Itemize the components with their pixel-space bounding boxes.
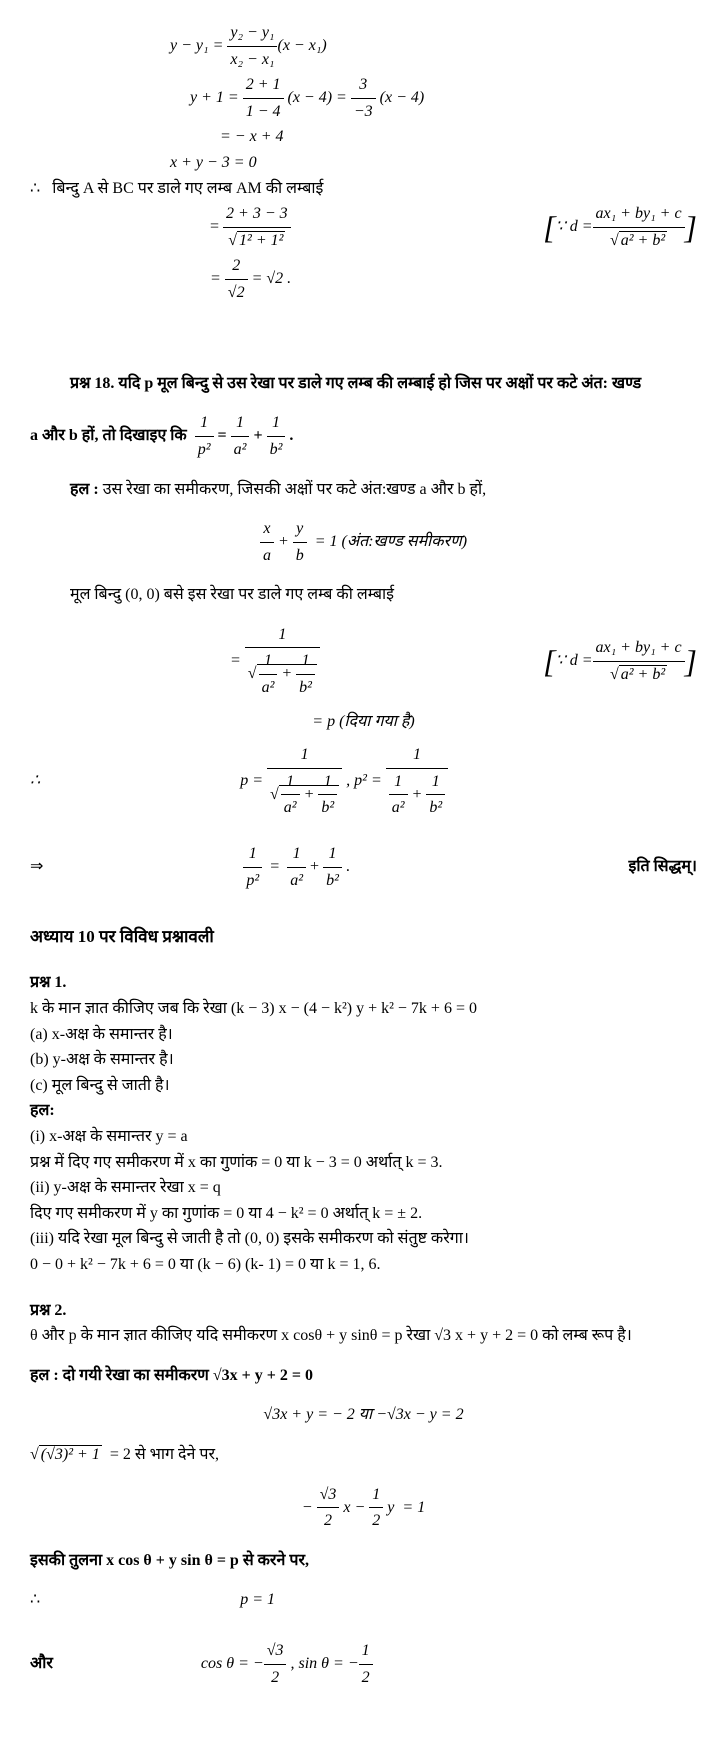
eq-substitute: y + 1 = 2 + 11 − 4 (x − 4) = 3−3 (x − 4) — [30, 72, 697, 124]
q18-p-eq: p = 1√1a² + 1b² , p² = 11a² + 1b² — [30, 742, 697, 821]
q2-label: प्रश्न 2. — [30, 1298, 697, 1324]
q2-sol: हल : दो गयी रेखा का समीकरण √3x + y + 2 =… — [30, 1363, 697, 1389]
q18-given-p: = p (दिया गया है) — [30, 709, 697, 735]
q18-final: 1p² = 1a² + 1b² . इति सिद्धम्। — [30, 841, 697, 893]
q2-cossin: और cos θ = −√32 , sin θ = −12 — [30, 1638, 697, 1690]
q2-normalized: − √32 x − 12 y = 1 — [30, 1482, 697, 1534]
q18-title: प्रश्न 18. यदि p मूल बिन्दु से उस रेखा प… — [30, 371, 697, 397]
q2-eq1: √3x + y = − 2 या −√3x − y = 2 — [30, 1402, 697, 1428]
q1-c: (c) मूल बिन्दु से जाती है। — [30, 1073, 697, 1099]
misc-heading: अध्याय 10 पर विविध प्रश्नावली — [30, 923, 697, 950]
q1-b: (b) y-अक्ष के समान्तर है। — [30, 1047, 697, 1073]
q2-p: p = 1 — [30, 1587, 697, 1613]
q1-label: प्रश्न 1. — [30, 970, 697, 996]
q1-iii2: 0 − 0 + k² − 7k + 6 = 0 या (k − 6) (k- 1… — [30, 1252, 697, 1278]
distance-result: = 2√2 = √2 . — [30, 253, 697, 305]
q1-ii2: दिए गए समीकरण में y का गुणांक = 0 या 4 −… — [30, 1201, 697, 1227]
q1-iii: (iii) यदि रेखा मूल बिन्दु से जाती है तो … — [30, 1226, 697, 1252]
q18-origin-dist: मूल बिन्दु (0, 0) बसे इस रेखा पर डाले गए… — [30, 582, 697, 608]
q1-i: (i) x-अक्ष के समान्तर y = a — [30, 1124, 697, 1150]
q1-text: k के मान ज्ञात कीजिए जब कि रेखा (k − 3) … — [30, 996, 697, 1022]
q1-sol: हल: — [30, 1098, 697, 1124]
q18-title2: a और b हों, तो दिखाइए कि 1p² = 1a² + 1b²… — [30, 410, 697, 462]
eq-final-line: x + y − 3 = 0 — [30, 150, 697, 176]
q18-intercept-eq: xa + yb = 1 (अंत:खण्ड समीकरण) — [30, 516, 697, 568]
q18-dist-row: = 1√1a² + 1b² ∵ d = ax₁ + by₁ + c√a² + b… — [30, 622, 697, 701]
q1-a: (a) x-अक्ष के समान्तर है। — [30, 1022, 697, 1048]
perpendicular-text: बिन्दु A से BC पर डाले गए लम्ब AM की लम्… — [30, 176, 697, 202]
q2-div: √(√3)² + 1 = 2 से भाग देने पर, — [30, 1442, 697, 1468]
eq-two-point-form: y − y₁ = y₂ − y₁x₂ − x₁(x − x₁) — [30, 20, 697, 72]
eq-simplify1: = − x + 4 — [30, 124, 697, 150]
q2-compare: इसकी तुलना x cos θ + y sin θ = p से करने… — [30, 1548, 697, 1574]
distance-calc-row: = 2 + 3 − 3√1² + 1² ∵ d = ax₁ + by₁ + c√… — [30, 201, 697, 253]
q18-sol-start: हल : उस रेखा का समीकरण, जिसकी अक्षों पर … — [30, 477, 697, 503]
q2-text: θ और p के मान ज्ञात कीजिए यदि समीकरण x c… — [30, 1323, 697, 1349]
q1-i2: प्रश्न में दिए गए समीकरण में x का गुणांक… — [30, 1150, 697, 1176]
q1-ii: (ii) y-अक्ष के समान्तर रेखा x = q — [30, 1175, 697, 1201]
